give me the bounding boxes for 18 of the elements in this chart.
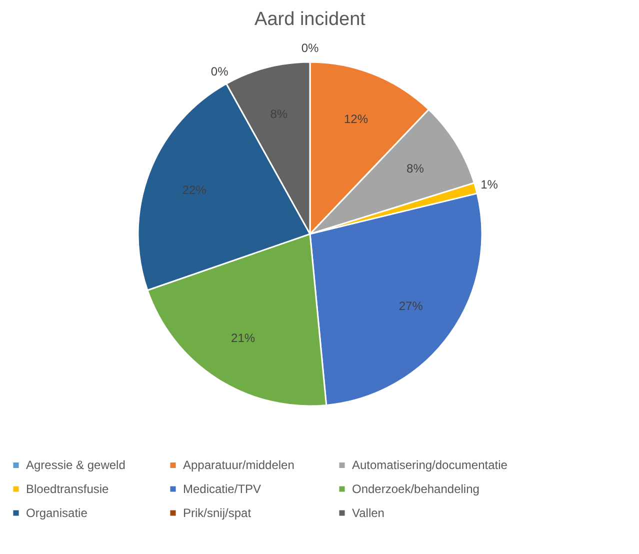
legend-label: Medicatie/TPV [183,482,262,496]
legend-label: Automatisering/documentatie [352,458,508,472]
legend-label: Organisatie [26,506,88,520]
data-label: 1% [480,177,498,192]
chart-title: Aard incident [254,9,366,30]
text: 0% [301,41,319,55]
data-label: 22% [182,182,207,197]
legend-label: Vallen [352,506,384,520]
legend-label: Apparatuur/middelen [183,458,294,472]
legend-label: Onderzoek/behandeling [352,482,480,496]
legend-label: Prik/snij/spat [183,506,252,520]
legend-label: Bloedtransfusie [26,482,110,496]
data-label: 8% [406,162,424,176]
data-label: 27% [398,298,424,313]
data-label: 12% [344,112,368,126]
text: 0% [210,64,228,78]
data-label: 21% [231,331,256,346]
legend-label: Agressie & geweld [26,458,126,472]
